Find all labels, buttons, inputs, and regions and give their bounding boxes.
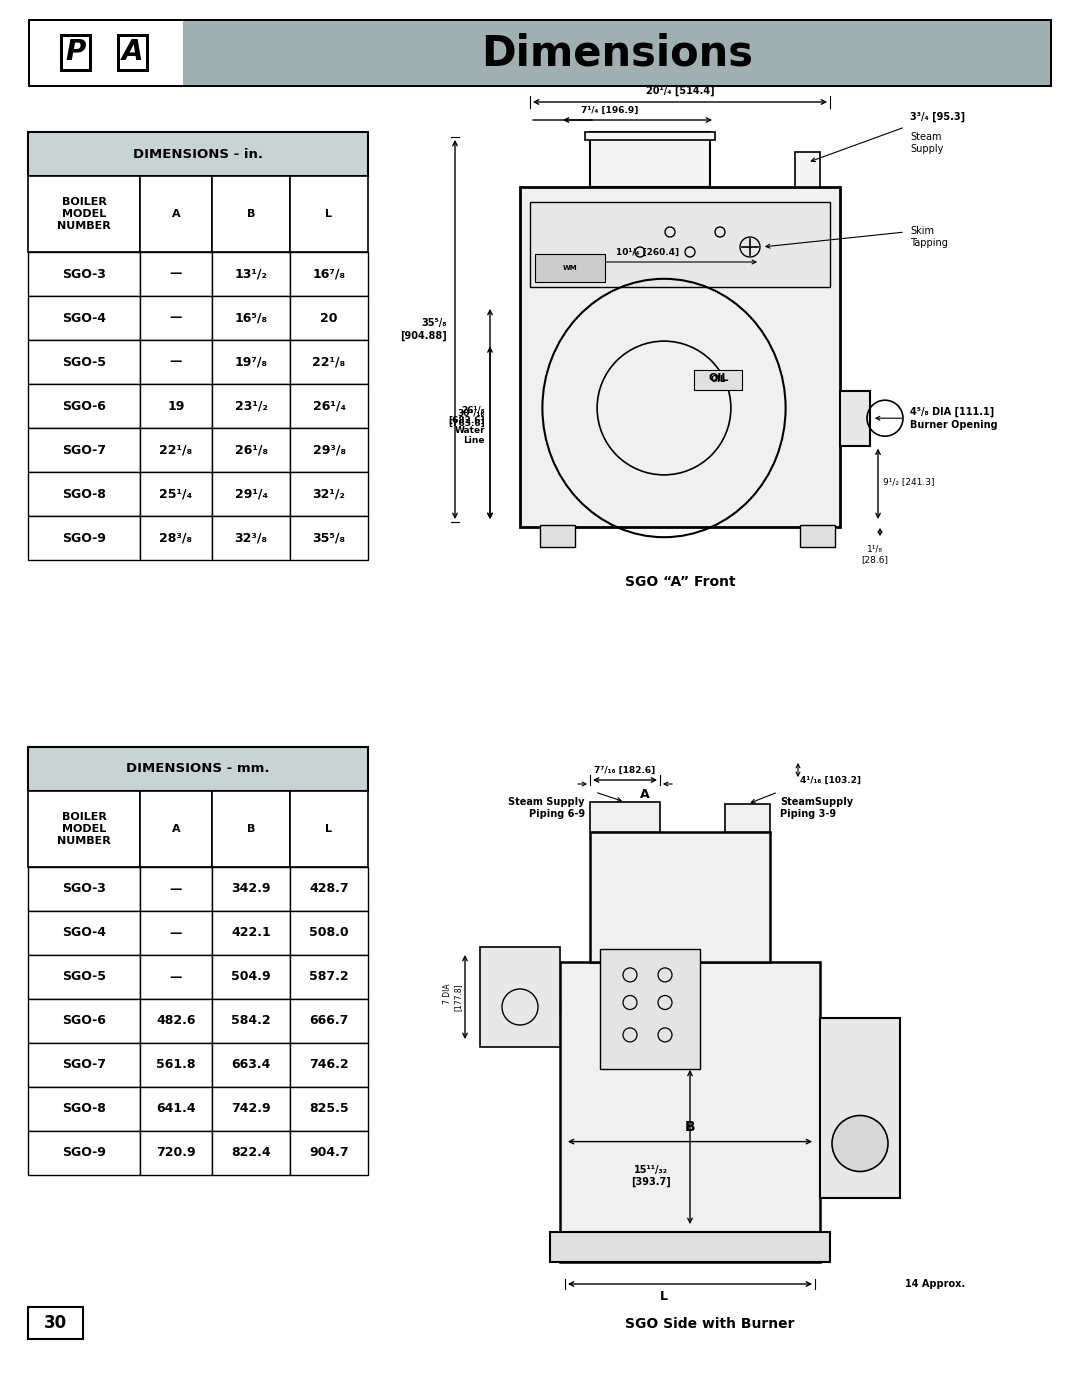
Bar — [140, 999, 212, 1044]
Bar — [140, 427, 212, 472]
Text: —: — — [170, 971, 183, 983]
Text: 742.9: 742.9 — [231, 1102, 271, 1115]
Text: B: B — [685, 1119, 696, 1133]
Bar — [212, 384, 291, 427]
Circle shape — [832, 1115, 888, 1172]
Bar — [28, 791, 140, 868]
Text: L: L — [325, 824, 333, 834]
Text: 825.5: 825.5 — [309, 1102, 349, 1115]
Text: Dimensions: Dimensions — [482, 32, 754, 74]
Bar — [291, 251, 368, 296]
Bar — [725, 805, 770, 833]
Bar — [140, 868, 212, 911]
Bar — [183, 21, 1050, 85]
Text: L: L — [325, 210, 333, 219]
Text: Skim
Tapping: Skim Tapping — [910, 226, 948, 249]
Text: 22¹/₈: 22¹/₈ — [160, 443, 192, 457]
Bar — [561, 963, 820, 1261]
Text: 746.2: 746.2 — [309, 1059, 349, 1071]
Text: 25¹/₄: 25¹/₄ — [160, 488, 192, 500]
Text: DIMENSIONS - mm.: DIMENSIONS - mm. — [126, 763, 270, 775]
Bar — [28, 747, 368, 791]
Bar — [600, 949, 700, 1069]
Text: 35⁵/₈
[904.88]: 35⁵/₈ [904.88] — [401, 319, 447, 341]
Bar — [140, 956, 212, 999]
Text: BOILER
MODEL
NUMBER: BOILER MODEL NUMBER — [57, 812, 111, 847]
Bar — [291, 339, 368, 384]
Bar — [30, 21, 183, 85]
Text: B: B — [247, 210, 255, 219]
Bar — [212, 956, 291, 999]
Text: 3³/₄ [95.3]: 3³/₄ [95.3] — [910, 112, 966, 122]
Bar — [530, 203, 831, 286]
Text: 482.6: 482.6 — [157, 1014, 195, 1028]
Text: 422.1: 422.1 — [231, 926, 271, 940]
Text: L: L — [660, 1289, 669, 1303]
Bar — [117, 34, 149, 73]
Bar — [28, 427, 140, 472]
Bar — [291, 956, 368, 999]
Bar — [140, 472, 212, 515]
Text: A: A — [172, 210, 180, 219]
Text: 587.2: 587.2 — [309, 971, 349, 983]
Bar — [291, 1044, 368, 1087]
Text: 428.7: 428.7 — [309, 883, 349, 895]
Bar — [291, 384, 368, 427]
Bar — [212, 911, 291, 956]
Text: 32¹/₂: 32¹/₂ — [312, 488, 346, 500]
Bar — [28, 384, 140, 427]
Bar — [212, 791, 291, 868]
Text: P: P — [66, 38, 86, 66]
Bar — [28, 296, 140, 339]
Bar — [212, 251, 291, 296]
Bar — [140, 339, 212, 384]
Text: 14 Approx.: 14 Approx. — [905, 1280, 966, 1289]
Text: 10¹/₄ [260.4]: 10¹/₄ [260.4] — [617, 249, 679, 257]
Bar — [140, 791, 212, 868]
Text: 35⁵/₈: 35⁵/₈ — [312, 531, 346, 545]
Bar — [140, 176, 212, 251]
Bar — [291, 296, 368, 339]
Bar — [28, 515, 140, 560]
Text: 13¹/₂: 13¹/₂ — [234, 267, 268, 281]
Text: 7⁷/₁₆ [182.6]: 7⁷/₁₆ [182.6] — [594, 766, 656, 775]
Bar — [28, 1308, 83, 1338]
Text: 822.4: 822.4 — [231, 1147, 271, 1160]
Bar — [28, 251, 140, 296]
Bar — [291, 1132, 368, 1175]
Text: 4⁵/₈ DIA [111.1]
Burner Opening: 4⁵/₈ DIA [111.1] Burner Opening — [910, 407, 998, 429]
Text: Steam
Supply: Steam Supply — [910, 131, 943, 155]
Bar — [540, 525, 575, 548]
Text: 28³/₈: 28³/₈ — [160, 531, 192, 545]
Text: 26¹/₄: 26¹/₄ — [312, 400, 346, 412]
Bar — [291, 911, 368, 956]
Text: 663.4: 663.4 — [231, 1059, 271, 1071]
Bar — [28, 999, 140, 1044]
Text: SGO-8: SGO-8 — [62, 1102, 106, 1115]
Text: OIL: OIL — [711, 376, 726, 384]
Bar — [291, 868, 368, 911]
Bar — [212, 1044, 291, 1087]
Text: 23¹/₂: 23¹/₂ — [234, 400, 268, 412]
Text: 19: 19 — [167, 400, 185, 412]
Text: A: A — [172, 824, 180, 834]
Text: DIMENSIONS - in.: DIMENSIONS - in. — [133, 148, 264, 161]
Bar — [212, 472, 291, 515]
Text: 22¹/₈: 22¹/₈ — [312, 355, 346, 369]
Text: SGO-9: SGO-9 — [62, 1147, 106, 1160]
Text: 1¹/₈
[28.6]: 1¹/₈ [28.6] — [862, 545, 889, 564]
Bar — [840, 391, 870, 446]
Bar — [291, 427, 368, 472]
Bar — [212, 999, 291, 1044]
Bar — [519, 187, 840, 527]
Text: A: A — [640, 788, 650, 800]
Text: 29¹/₄: 29¹/₄ — [234, 488, 268, 500]
Text: —: — — [170, 883, 183, 895]
Bar — [28, 176, 140, 251]
Bar — [212, 296, 291, 339]
Bar — [212, 868, 291, 911]
Text: 904.7: 904.7 — [309, 1147, 349, 1160]
Text: 342.9: 342.9 — [231, 883, 271, 895]
Text: OIL: OIL — [708, 373, 729, 383]
Text: 666.7: 666.7 — [309, 1014, 349, 1028]
